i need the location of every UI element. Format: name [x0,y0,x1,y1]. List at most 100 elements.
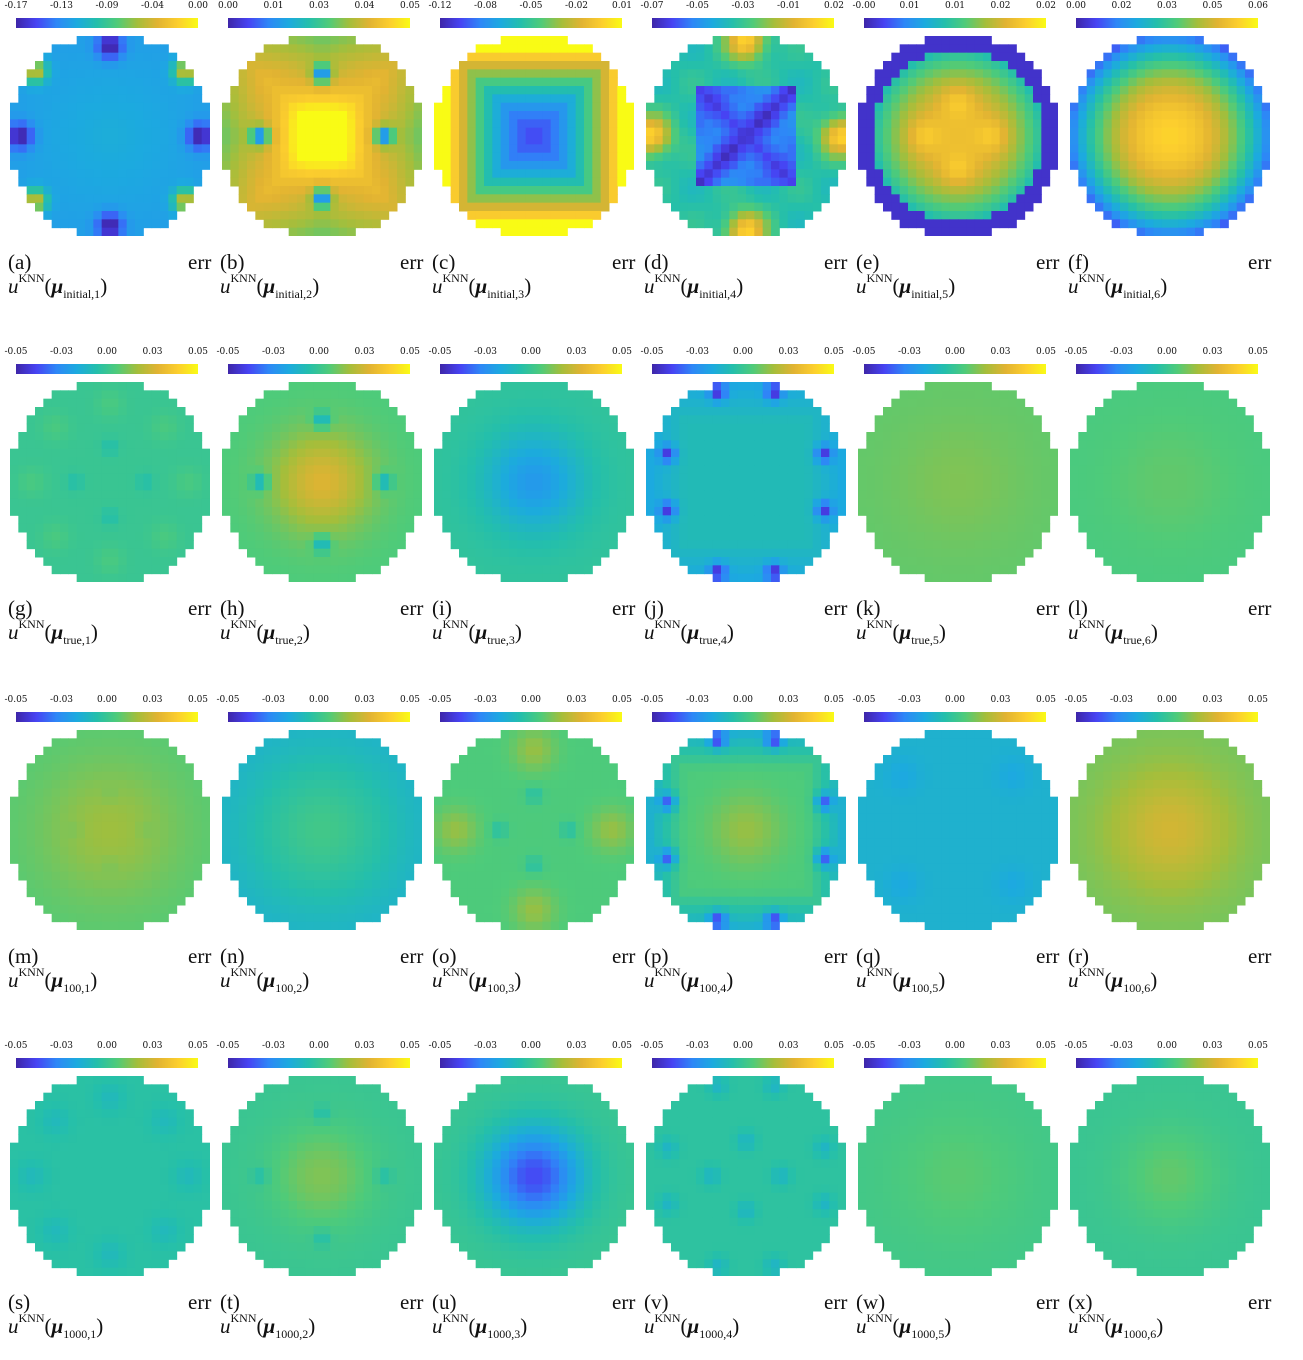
heatmap-cell [272,94,281,103]
heatmap-cell [713,415,722,424]
heatmap-cell [754,382,763,391]
heatmap-cell [467,532,476,541]
heatmap-cell [721,169,730,178]
heatmap-cell [721,194,730,203]
heatmap-cell [168,53,177,62]
heatmap-cell [476,119,485,128]
heatmap-cell [534,507,543,516]
heatmap-cell [916,415,925,424]
heatmap-cell [168,69,177,78]
heatmap-cell [738,549,747,558]
heatmap-cell [52,457,61,466]
heatmap-cell [1145,219,1154,228]
heatmap-cell [364,499,373,508]
heatmap-cell [239,86,248,95]
heatmap-cell [135,415,144,424]
heatmap-cell [1070,153,1079,162]
heatmap-cell [983,36,992,45]
heatmap-cell [397,457,406,466]
heatmap-cell [883,415,892,424]
heatmap-cell [18,507,27,516]
heatmap-cell [177,111,186,120]
heatmap-cell [1120,153,1129,162]
heatmap-cell [738,169,747,178]
heatmap-cell [467,53,476,62]
heatmap-cell [804,532,813,541]
heatmap-cell [118,44,127,53]
heatmap-cell [646,499,655,508]
heatmap-cell [1025,432,1034,441]
heatmap-cell [721,415,730,424]
heatmap-cell [1220,186,1229,195]
heatmap-cell [966,94,975,103]
heatmap-cell [405,169,414,178]
heatmap-cell [559,136,568,145]
heatmap-cell [696,153,705,162]
heatmap-cell [1095,128,1104,137]
heatmap-cell [177,78,186,87]
heatmap-cell [1178,161,1187,170]
heatmap-cell [1178,153,1187,162]
heatmap-cell [239,178,248,187]
heatmap-cell [1137,61,1146,70]
heatmap-cell [779,532,788,541]
heatmap-cell [966,203,975,212]
heatmap-cell [1228,194,1237,203]
heatmap-cell [991,203,1000,212]
heatmap-cell [688,407,697,416]
heatmap-cell [796,432,805,441]
heatmap-cell [405,482,414,491]
heatmap-cell [671,407,680,416]
heatmap-cell [380,119,389,128]
heatmap-cell [239,490,248,499]
heatmap-cell [713,219,722,228]
heatmap-cell [272,78,281,87]
heatmap-cell [160,144,169,153]
colorbar-tick-label: -0.03 [686,347,709,357]
heatmap-cell [1187,186,1196,195]
heatmap-cell [941,203,950,212]
heatmap-cell [397,524,406,533]
heatmap-cell [1203,53,1212,62]
heatmap-cell [364,111,373,120]
heatmap-cell [264,53,273,62]
heatmap-cell [542,440,551,449]
heatmap-cell [517,449,526,458]
heatmap-cell [322,111,331,120]
heatmap-cell [110,36,119,45]
heatmap-cell [1008,69,1017,78]
heatmap-cell [93,161,102,170]
heatmap-cell [355,390,364,399]
heatmap-cell [476,94,485,103]
heatmap-cell [526,390,535,399]
heatmap-cell [492,144,501,153]
heatmap-cell [322,128,331,137]
heatmap-cell [908,144,917,153]
heatmap-cell [821,415,830,424]
heatmap-cell [1025,186,1034,195]
heatmap-cell [10,457,19,466]
heatmap-cell [476,161,485,170]
heatmap-cell [77,219,86,228]
heatmap-cell [729,474,738,483]
heatmap-cell [721,515,730,524]
heatmap-cell [492,532,501,541]
heatmap-cell [1016,153,1025,162]
heatmap-cell [484,203,493,212]
heatmap-cell [492,515,501,524]
heatmap-cell [763,228,772,236]
heatmap-cell [93,203,102,212]
heatmap-cell [829,499,838,508]
heatmap-cell [93,532,102,541]
heatmap-cell [476,457,485,466]
heatmap-cell [10,449,19,458]
heatmap-cell [330,211,339,220]
heatmap-cell [900,432,909,441]
heatmap-cell [517,499,526,508]
heatmap-cell [713,482,722,491]
colorbar-tick-label: -0.02 [565,1,588,11]
heatmap-cell [617,103,626,112]
heatmap-cell [168,94,177,103]
heatmap-cell [143,465,152,474]
heatmap-cell [297,203,306,212]
